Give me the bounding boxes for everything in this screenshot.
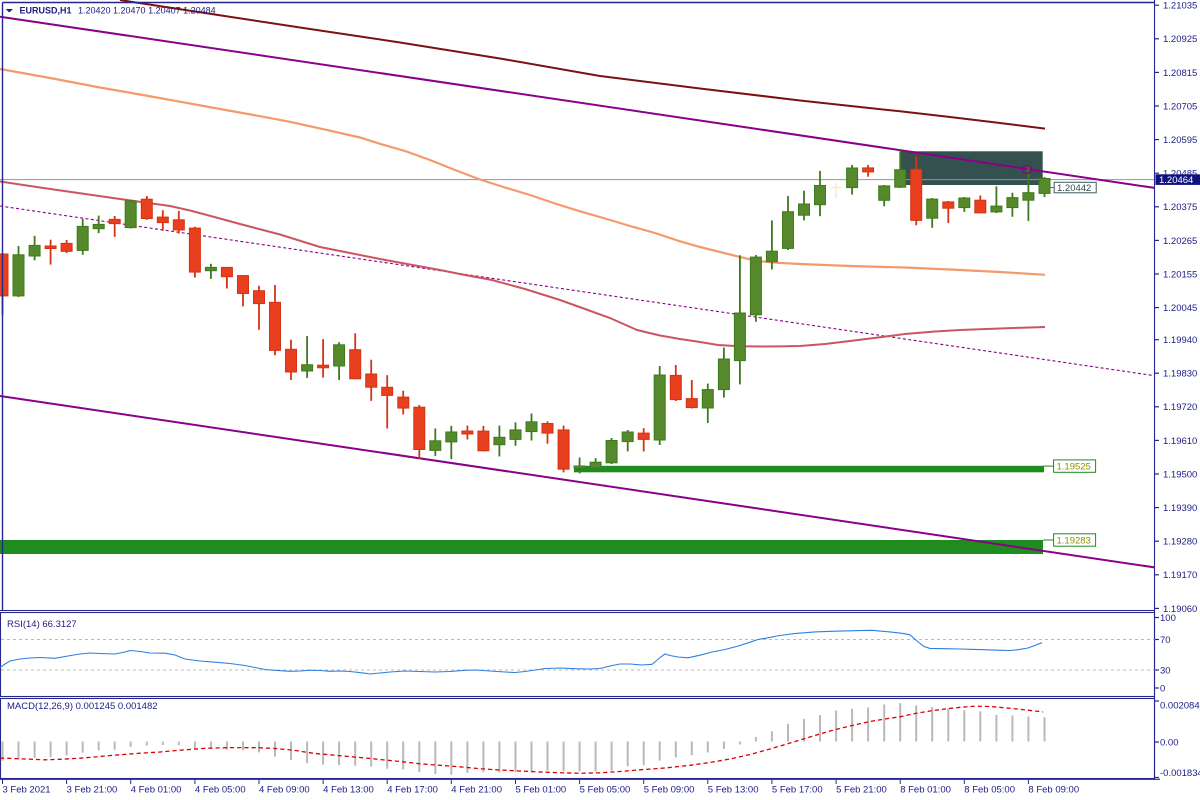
svg-text:1.19720: 1.19720	[1163, 402, 1197, 413]
svg-text:1.20442: 1.20442	[1057, 183, 1091, 194]
svg-text:1.20705: 1.20705	[1163, 101, 1197, 112]
svg-text:1.20595: 1.20595	[1163, 135, 1197, 146]
svg-text:100: 100	[1160, 613, 1176, 624]
svg-text:1.19525: 1.19525	[1057, 462, 1091, 473]
svg-text:1.19610: 1.19610	[1163, 436, 1197, 447]
svg-text:1.20420 1.20470 1.20407 1.2048: 1.20420 1.20470 1.20407 1.20484	[78, 5, 216, 15]
svg-text:1.19060: 1.19060	[1163, 604, 1197, 615]
svg-text:8 Feb 01:00: 8 Feb 01:00	[900, 785, 951, 796]
svg-text:5 Feb 13:00: 5 Feb 13:00	[708, 785, 759, 796]
svg-text:1.19500: 1.19500	[1163, 469, 1197, 480]
svg-text:8 Feb 09:00: 8 Feb 09:00	[1028, 785, 1079, 796]
svg-text:1.20464: 1.20464	[1159, 175, 1193, 186]
svg-text:0.00: 0.00	[1160, 737, 1179, 748]
svg-text:5 Feb 01:00: 5 Feb 01:00	[516, 785, 567, 796]
svg-text:3 Feb 2021: 3 Feb 2021	[3, 785, 51, 796]
svg-text:1.21035: 1.21035	[1163, 1, 1197, 12]
svg-text:1.19283: 1.19283	[1057, 536, 1091, 547]
svg-text:1.20045: 1.20045	[1163, 303, 1197, 314]
svg-text:1.19170: 1.19170	[1163, 570, 1197, 581]
svg-text:1.20155: 1.20155	[1163, 269, 1197, 280]
svg-text:EURUSD,H1: EURUSD,H1	[20, 5, 72, 15]
svg-text:0: 0	[1160, 683, 1165, 694]
svg-text:RSI(14) 66.3127: RSI(14) 66.3127	[7, 619, 77, 630]
svg-text:1.20265: 1.20265	[1163, 236, 1197, 247]
svg-text:5 Feb 09:00: 5 Feb 09:00	[644, 785, 695, 796]
svg-text:4 Feb 09:00: 4 Feb 09:00	[259, 785, 310, 796]
svg-text:4 Feb 21:00: 4 Feb 21:00	[451, 785, 502, 796]
svg-text:5 Feb 21:00: 5 Feb 21:00	[836, 785, 887, 796]
svg-text:1.19830: 1.19830	[1163, 369, 1197, 380]
svg-text:5 Feb 05:00: 5 Feb 05:00	[580, 785, 631, 796]
svg-text:30: 30	[1160, 665, 1171, 676]
svg-text:1.20485: 1.20485	[1163, 169, 1197, 180]
svg-text:4 Feb 05:00: 4 Feb 05:00	[195, 785, 246, 796]
svg-text:1.19280: 1.19280	[1163, 537, 1197, 548]
svg-text:4 Feb 17:00: 4 Feb 17:00	[387, 785, 438, 796]
svg-text:1.20815: 1.20815	[1163, 68, 1197, 79]
svg-text:5 Feb 17:00: 5 Feb 17:00	[772, 785, 823, 796]
svg-text:-0.001834: -0.001834	[1160, 768, 1200, 779]
svg-text:0.002084: 0.002084	[1160, 700, 1200, 711]
svg-text:1.20925: 1.20925	[1163, 34, 1197, 45]
svg-text:4 Feb 13:00: 4 Feb 13:00	[323, 785, 374, 796]
svg-text:1.19390: 1.19390	[1163, 503, 1197, 514]
svg-text:MACD(12,26,9) 0.001245 0.00148: MACD(12,26,9) 0.001245 0.001482	[7, 701, 158, 712]
svg-text:1.20375: 1.20375	[1163, 202, 1197, 213]
svg-text:1.19940: 1.19940	[1163, 335, 1197, 346]
svg-text:3 Feb 21:00: 3 Feb 21:00	[67, 785, 118, 796]
svg-text:8 Feb 05:00: 8 Feb 05:00	[964, 785, 1015, 796]
svg-text:4 Feb 01:00: 4 Feb 01:00	[131, 785, 182, 796]
svg-text:70: 70	[1160, 635, 1171, 646]
